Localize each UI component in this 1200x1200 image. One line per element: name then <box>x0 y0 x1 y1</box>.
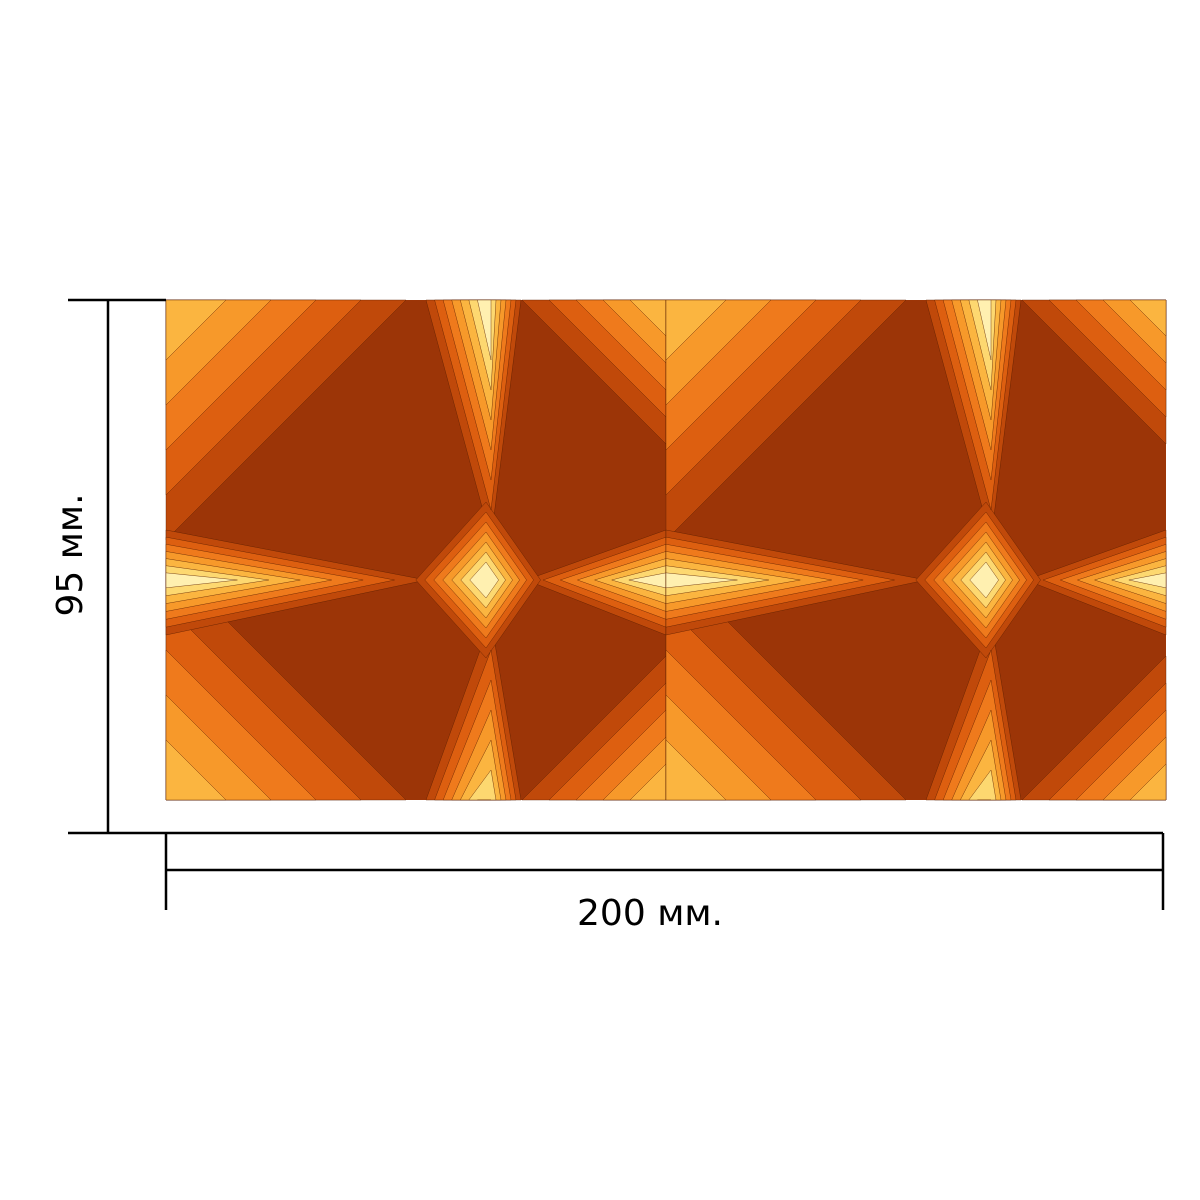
pattern-shape <box>665 299 727 361</box>
pattern-shape <box>977 299 992 361</box>
pattern-shape <box>969 561 999 599</box>
pattern-shape <box>477 299 492 361</box>
pattern-shape <box>1128 572 1167 589</box>
height-label: 95 мм. <box>50 493 91 616</box>
pattern-shape <box>165 299 227 361</box>
tile-pattern <box>165 299 1167 801</box>
width-label: 200 мм. <box>577 893 723 934</box>
pattern-shape <box>165 572 238 589</box>
pattern-shape <box>665 739 727 801</box>
pattern-shape <box>1129 299 1167 337</box>
pattern-shape <box>1129 763 1167 801</box>
pattern-shape <box>665 572 738 589</box>
pattern-shape <box>165 739 227 801</box>
pattern-shape <box>469 561 499 599</box>
